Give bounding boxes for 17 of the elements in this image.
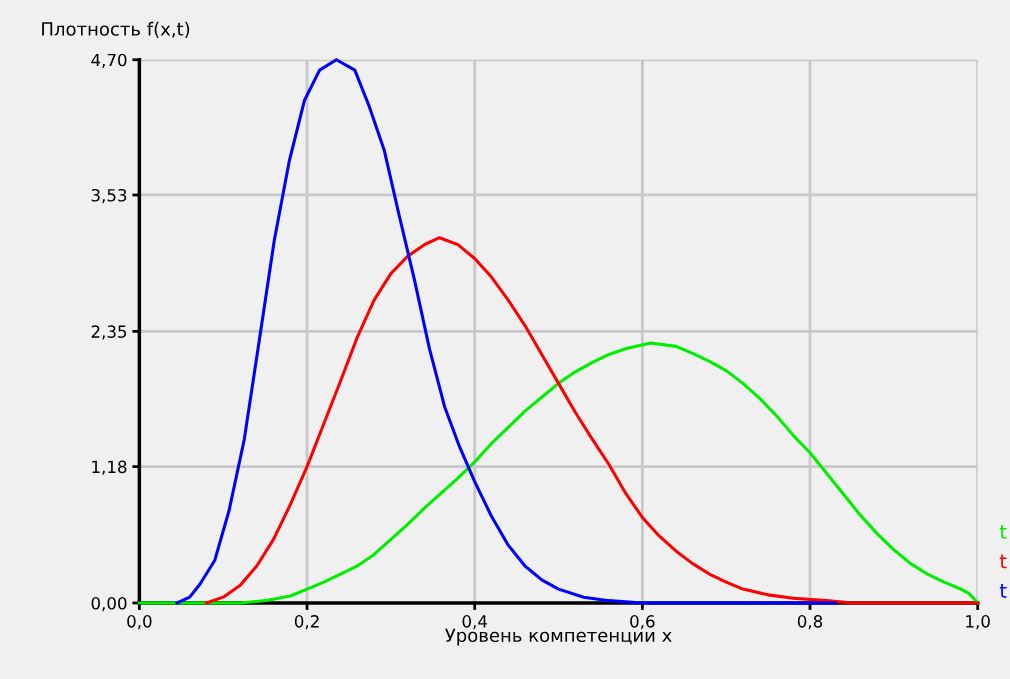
x-tick-label: 0,8 (797, 615, 823, 630)
x-tick-label: 1,0 (966, 615, 990, 630)
y-tick-label: 2,35 (91, 325, 127, 340)
y-tick-label: 0,00 (91, 596, 127, 612)
text: t (999, 525, 1007, 539)
x-tick-label: 0,2 (294, 615, 319, 630)
text: t (999, 554, 1007, 569)
y-axis-title: Плотность f(x,t) (42, 21, 190, 38)
y-tick-label: 3,53 (91, 188, 127, 204)
x-tick-label: 0,4 (462, 615, 488, 630)
y-tick-label: 4,70 (91, 53, 127, 69)
x-tick-label: 0,0 (127, 615, 152, 630)
line-series (204, 236, 980, 605)
text: t (999, 584, 1007, 598)
y-tick-label: 1,18 (92, 460, 127, 475)
x-tick-label: 0,6 (630, 615, 655, 630)
line-series (175, 58, 837, 605)
